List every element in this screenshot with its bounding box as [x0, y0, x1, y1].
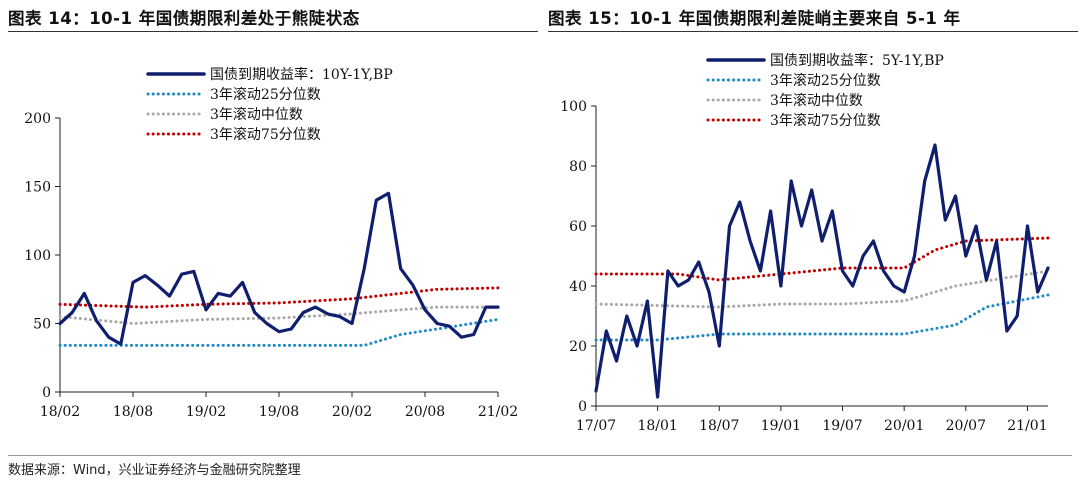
series-line-1: [58, 317, 500, 347]
chart-plot-left: 0 50 100 150 200 18/02 18/08 19/02 19/08 20/02 20/…: [24, 66, 518, 420]
title-divider: [8, 31, 538, 32]
x-tick-label: 19/01: [761, 418, 801, 434]
x-tick-label: 18/07: [699, 418, 739, 434]
series-line-3: [58, 286, 500, 309]
y-tick-label: 80: [569, 159, 587, 175]
source-note: 数据来源：Wind，兴业证券经济与金融研究院整理: [8, 463, 301, 478]
x-tick-label: 18/08: [113, 404, 153, 420]
x-tick-label: 20/08: [405, 404, 445, 420]
x-tick-label: 19/02: [186, 404, 226, 420]
chart-plot-right: 0 20 40 60 80 100 17/07 18/01 18/07 19/01 19/07 20/…: [560, 52, 1050, 434]
y-tick-label: 0: [42, 385, 51, 401]
y-tick-label: 40: [569, 279, 587, 295]
legend-label-1: 3年滚动25分位数: [770, 72, 881, 89]
legend-label-0: 国债到期收益率：10Y-1Y,BP: [210, 66, 393, 83]
y-tick-label: 0: [578, 399, 587, 415]
legend-label-2: 3年滚动中位数: [210, 106, 303, 123]
title-divider: [548, 31, 1078, 32]
x-tick-label: 19/08: [259, 404, 299, 420]
footer-divider: [8, 455, 1072, 456]
chart-title: 图表 14：10-1 年国债期限利差处于熊陡状态: [8, 9, 360, 28]
series-line-0: [594, 143, 1050, 399]
x-tick-label: 18/01: [637, 418, 677, 434]
x-tick-label: 17/07: [576, 418, 616, 434]
x-tick-label: 21/02: [478, 404, 518, 420]
y-tick-label: 20: [569, 339, 587, 355]
y-tick-label: 60: [569, 219, 587, 235]
legend-label-1: 3年滚动25分位数: [210, 86, 321, 103]
y-tick-label: 50: [33, 317, 51, 333]
chart-panel-left: 图表 14：10-1 年国债期限利差处于熊陡状态 0 50 100 150 200 18/…: [8, 0, 538, 455]
chart-panel-right: 图表 15：10-1 年国债期限利差陡峭主要来自 5-1 年 0 20 40 60 80…: [548, 0, 1078, 455]
series-line-2: [594, 269, 1050, 309]
x-tick-label: 18/02: [40, 404, 80, 420]
legend-label-2: 3年滚动中位数: [770, 92, 863, 109]
chart-title: 图表 15：10-1 年国债期限利差陡峭主要来自 5-1 年: [548, 9, 961, 28]
x-tick-label: 20/01: [884, 418, 924, 434]
y-tick-label: 150: [24, 180, 51, 196]
series-line-0: [58, 191, 500, 346]
legend-label-3: 3年滚动75分位数: [210, 126, 321, 143]
series-line-2: [58, 305, 500, 325]
x-tick-label: 19/07: [822, 418, 862, 434]
series-line-1: [594, 293, 1050, 342]
y-tick-label: 200: [24, 111, 51, 127]
legend-label-3: 3年滚动75分位数: [770, 112, 881, 129]
y-tick-label: 100: [24, 248, 51, 264]
x-tick-label: 20/07: [946, 418, 986, 434]
x-tick-label: 21/01: [1007, 418, 1047, 434]
x-tick-label: 20/02: [332, 404, 372, 420]
y-tick-label: 100: [560, 99, 587, 115]
legend-label-0: 国债到期收益率：5Y-1Y,BP: [770, 52, 944, 69]
